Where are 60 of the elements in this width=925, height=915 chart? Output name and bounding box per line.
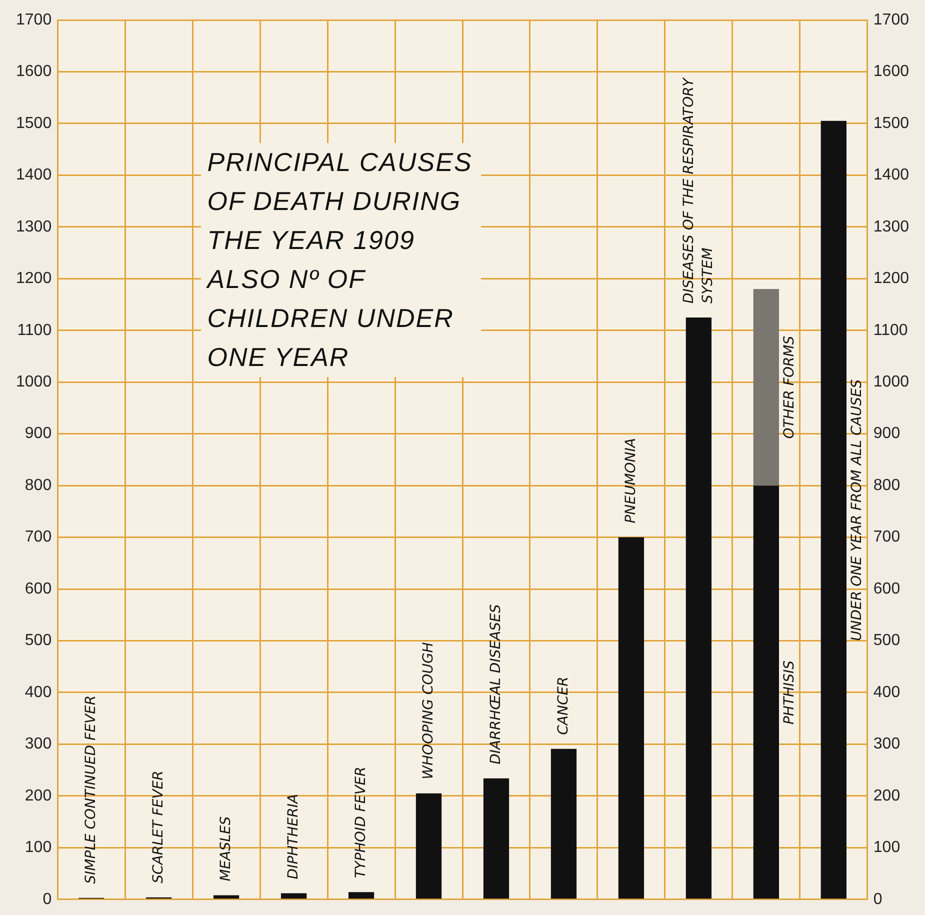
y-tick-label: 300 xyxy=(24,736,52,753)
y-tick-label: 400 xyxy=(24,684,52,701)
bar xyxy=(348,892,374,899)
y-tick-label: 1700 xyxy=(16,11,52,28)
y2-tick-label: 1600 xyxy=(873,63,910,80)
text: OTHER FORMS xyxy=(782,336,798,439)
y-tick-label: 200 xyxy=(24,787,52,804)
y-tick-label: 1300 xyxy=(16,218,52,236)
bar xyxy=(820,120,846,899)
bar xyxy=(618,537,644,899)
y-tick-label: 1000 xyxy=(16,374,52,391)
y-tick-label: 600 xyxy=(24,580,52,598)
y-tick-label: 500 xyxy=(24,632,52,650)
y-tick-label: 1200 xyxy=(16,270,52,288)
y-tick-label: 100 xyxy=(24,839,52,856)
x-tick-label: SCARLET FEVER xyxy=(150,770,166,884)
bar xyxy=(753,288,779,486)
y2-tick-label: 300 xyxy=(873,736,900,753)
x-tick-label: PHTHISIS xyxy=(782,660,798,725)
bar xyxy=(550,748,577,899)
bar xyxy=(686,317,712,899)
bar xyxy=(753,486,779,899)
y2-tick-label: 500 xyxy=(873,632,900,650)
y2-tick-label: 1500 xyxy=(873,114,910,132)
text: PRINCIPAL CAUSES OF DEATH DURING THE YEAR 1909 ALSO Nº OF CHILDREN UNDER ONE YEAR xyxy=(201,143,482,378)
x-tick-label: DISEASES OF THE RESPIRATORY SYSTEM xyxy=(680,76,716,304)
y2-tick-label: 100 xyxy=(873,839,900,856)
bar xyxy=(416,793,442,899)
y2-tick-label: 400 xyxy=(873,684,900,701)
y2-tick-label: 0 xyxy=(873,890,882,908)
y-tick-label: 1600 xyxy=(16,63,52,80)
y2-tick-label: 1200 xyxy=(873,270,910,288)
x-tick-label: DIPHTHERIA xyxy=(285,794,302,880)
y2-tick-label: 1000 xyxy=(873,374,910,391)
bar xyxy=(280,893,307,899)
y2-tick-label: 1100 xyxy=(873,322,908,339)
y-tick-label: 1500 xyxy=(16,114,52,132)
x-tick-label: UNDER ONE YEAR FROM ALL CAUSES xyxy=(849,379,866,641)
x-tick-label: SIMPLE CONTINUED FEVER xyxy=(82,695,99,884)
x-tick-label: DIARRHŒAL DISEASES xyxy=(488,604,504,764)
y-tick-label: 0 xyxy=(42,890,52,908)
y2-tick-label: 1700 xyxy=(873,11,910,28)
x-tick-label: TYPHOID FEVER xyxy=(352,766,369,878)
y2-tick-label: 200 xyxy=(873,787,900,804)
y2-tick-label: 900 xyxy=(873,425,900,442)
x-tick-label: MEASLES xyxy=(218,816,234,882)
y2-tick-label: 700 xyxy=(873,528,900,546)
x-tick-label: WHOOPING COUGH xyxy=(420,642,436,780)
y-tick-label: 700 xyxy=(24,528,52,546)
y2-tick-label: 800 xyxy=(873,476,900,494)
y-tick-label: 1400 xyxy=(16,166,52,184)
x-tick-label: PNEUMONIA xyxy=(622,438,639,524)
y-tick-label: 800 xyxy=(24,476,52,494)
x-tick-label: CANCER xyxy=(555,676,572,735)
y2-tick-label: 1300 xyxy=(873,218,910,236)
y-tick-label: 1100 xyxy=(17,322,52,339)
y2-tick-label: 1400 xyxy=(873,166,910,184)
bar xyxy=(483,778,510,899)
y2-tick-label: 600 xyxy=(873,580,900,598)
y-tick-label: 900 xyxy=(24,425,52,442)
